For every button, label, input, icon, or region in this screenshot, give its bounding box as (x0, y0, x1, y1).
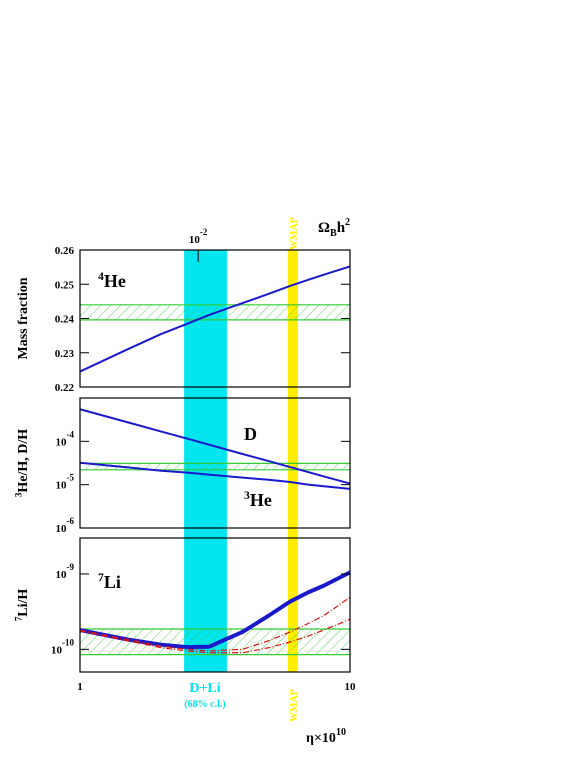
y-tick-label: 10-6 (56, 516, 75, 535)
panel-frame (79, 397, 351, 529)
y-tick-label: 10-10 (51, 637, 74, 656)
band-label: WMAP (289, 217, 300, 250)
observation-band (80, 463, 350, 470)
x-tick-label: 10 (345, 681, 357, 693)
tick-base: 10 (189, 234, 201, 246)
tick-base: 10 (56, 480, 68, 492)
label-text: D (244, 424, 257, 444)
tick-base: 10 (56, 436, 68, 448)
superscript: 7 (98, 571, 104, 584)
y-tick-label: 0.24 (55, 314, 75, 326)
tick-base: 10 (51, 644, 63, 656)
tick-exponent: -6 (67, 516, 75, 526)
top-x-tick-label: 10-2 (189, 227, 208, 246)
superscript: 3 (244, 489, 250, 502)
curve (79, 618, 351, 654)
tick-exponent: -9 (67, 562, 75, 572)
top-axis-label: ΩBh2 (318, 217, 350, 239)
curve-label: D (244, 424, 257, 444)
y-axis-label: Mass fraction (16, 277, 31, 359)
tick-base: 10 (56, 569, 68, 581)
y-tick-label: 10-5 (56, 473, 75, 492)
tick-exponent: -5 (67, 473, 75, 483)
y-tick-label: 10-4 (56, 429, 75, 448)
superscript: 3 (13, 492, 23, 497)
x-axis-label: η×1010 (306, 727, 346, 746)
curve (79, 265, 351, 373)
label-text: He (250, 490, 272, 510)
y-tick-label: 0.26 (55, 245, 75, 257)
band-label: (68% c.l.) (184, 699, 225, 710)
tick-base: 10 (56, 523, 68, 535)
label-text: Li/H (16, 589, 31, 617)
label-text: Li (104, 572, 121, 592)
curve-label: 7Li (98, 571, 121, 592)
label-text: He/H, D/H (16, 429, 31, 493)
measurement-band (287, 250, 299, 672)
x-tick-label: 1 (77, 681, 83, 693)
tick-exponent: -4 (67, 429, 75, 439)
y-tick-label: 0.23 (55, 348, 75, 360)
curve (79, 461, 351, 490)
label-text: Mass fraction (16, 277, 31, 359)
y-tick-label: 0.25 (55, 279, 75, 291)
curve-label: 3He (244, 489, 272, 510)
band-label: D+Li (189, 681, 220, 696)
curve (79, 570, 351, 650)
curve-label: 4He (98, 270, 126, 291)
y-tick-label: 10-9 (56, 562, 75, 581)
curve (79, 596, 351, 652)
y-axis-label: 3He/H, D/H (13, 429, 31, 497)
superscript: 7 (13, 616, 23, 621)
tick-exponent: -2 (200, 227, 208, 237)
superscript: 4 (98, 270, 104, 283)
band-label: WMAP (289, 689, 300, 722)
label-text: He (104, 271, 126, 291)
panel-frame (79, 537, 351, 673)
y-axis-label: 7Li/H (13, 589, 31, 622)
curve (79, 408, 351, 485)
tick-exponent: -10 (62, 637, 74, 647)
y-tick-label: 0.22 (55, 382, 75, 394)
